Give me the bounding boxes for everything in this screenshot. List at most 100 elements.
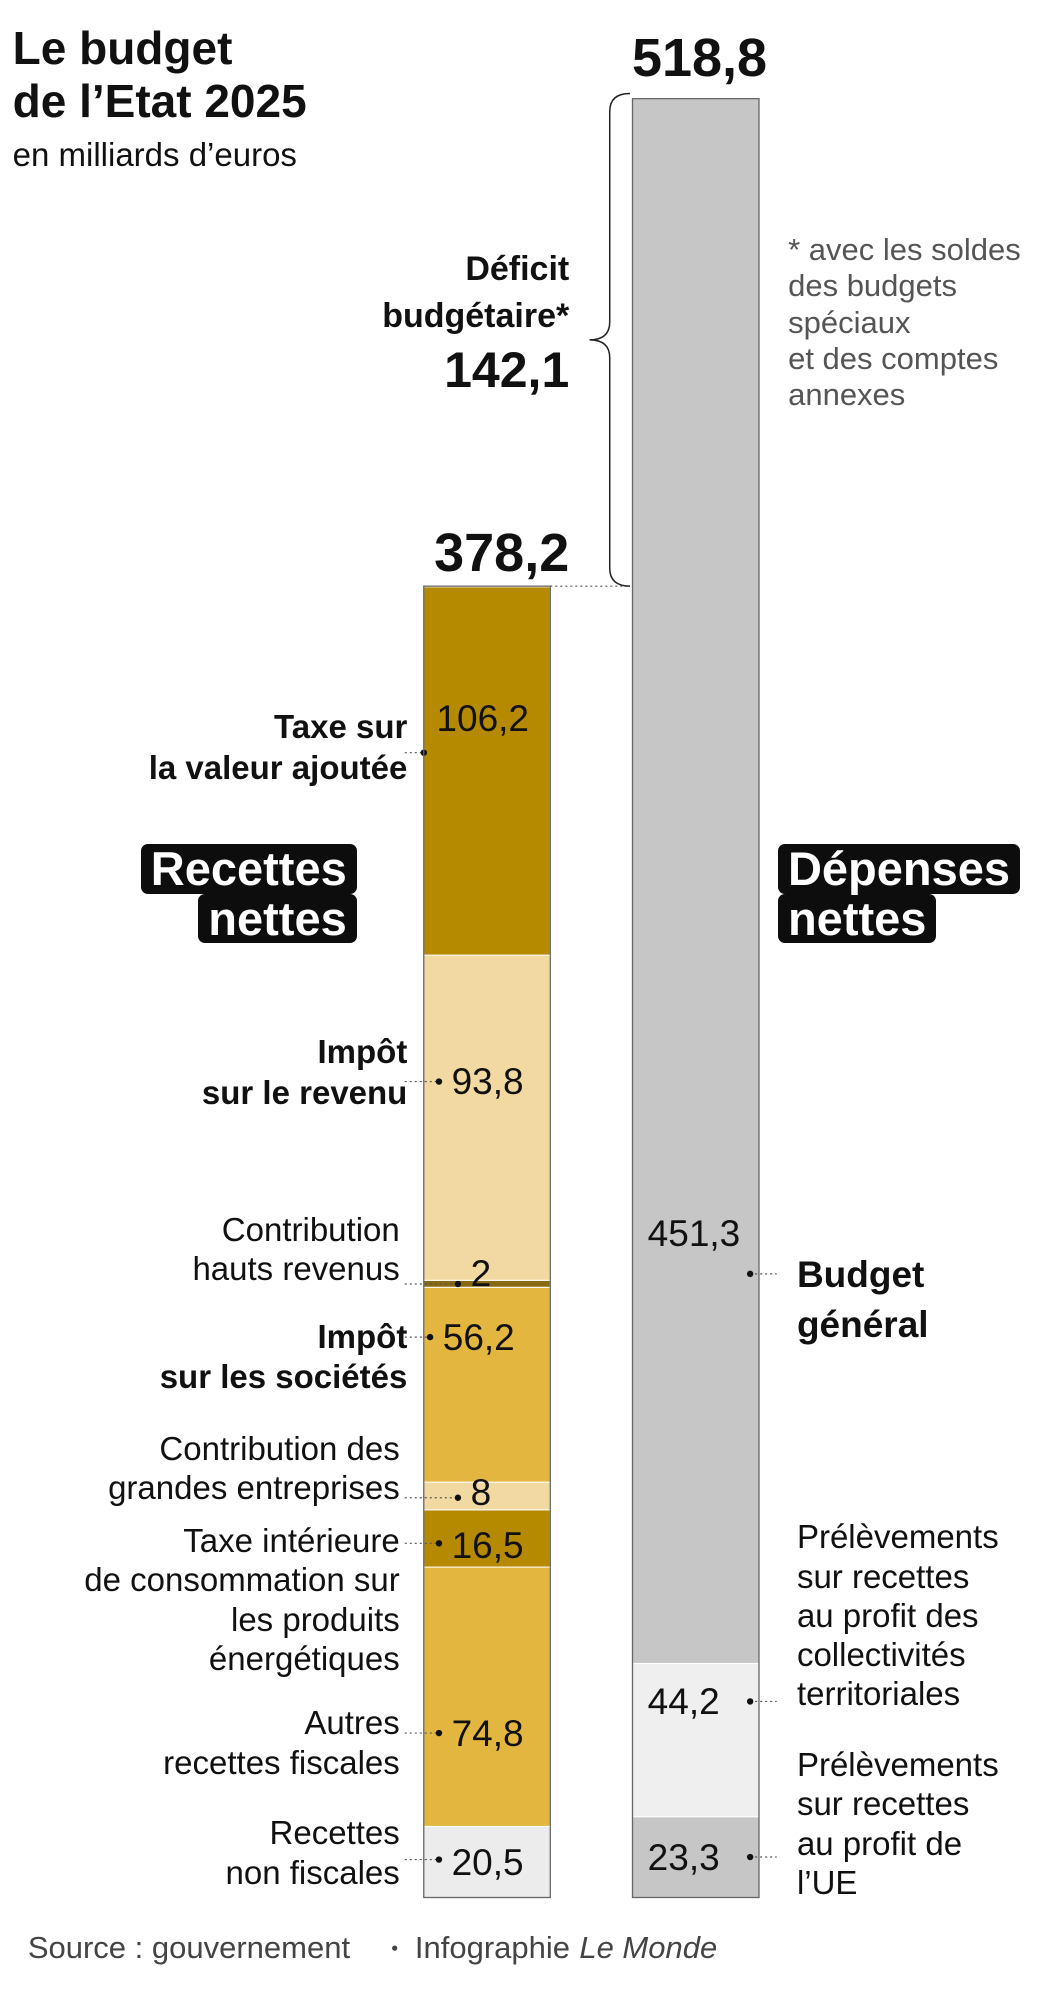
note-line: et des comptes — [788, 340, 999, 376]
subtitle: en milliards d’euros — [13, 133, 297, 176]
value-label-line: 20,5 — [451, 1841, 524, 1883]
credit-name: Le Monde — [579, 1929, 718, 1965]
deficit-label-line: Déficit — [465, 250, 570, 289]
value-label-line: 16,5 — [451, 1525, 524, 1567]
bar-segment — [423, 1566, 551, 1827]
value-label-line: 93,8 — [451, 1061, 524, 1103]
value-label: 74,8 — [452, 1712, 524, 1755]
segment-label: Prélèvements sur recettes au profit de l’UE — [797, 1745, 999, 1902]
value-label-line: 106,2 — [436, 698, 530, 739]
segment-label: Taxe sur la valeur ajoutée — [149, 707, 408, 788]
total-label: 518,8 — [632, 28, 767, 89]
segment-label-line: Prélèvements — [796, 1746, 999, 1784]
segment-label-line: Recettes — [269, 1814, 400, 1852]
leader-dot — [435, 1856, 443, 1863]
credit: Infographie Le Monde — [415, 1928, 717, 1968]
segment-label-line: sur le revenu — [201, 1073, 408, 1111]
bar-segment — [632, 1816, 760, 1899]
bar-segment — [423, 1825, 551, 1898]
title-line: Le budget — [12, 21, 233, 74]
leader-dot — [454, 1280, 462, 1288]
note-line: annexes — [788, 376, 906, 412]
bar-segment — [632, 98, 760, 1664]
segment-label: Contribution hauts revenus — [192, 1210, 399, 1288]
value-label-line: 56,2 — [442, 1316, 515, 1358]
column-name-line: Dépenses — [777, 844, 1021, 894]
total-label: 378,2 — [434, 523, 569, 584]
column-name-line: Recettes — [140, 844, 357, 894]
separator — [392, 1945, 398, 1951]
leader-dot — [746, 1698, 754, 1705]
credit-line: Infographie — [414, 1929, 571, 1965]
deficit-brace — [589, 92, 630, 587]
segment-label: Taxe intérieure de consommation sur les pr… — [84, 1521, 399, 1678]
value-label: 106,2 — [436, 697, 529, 740]
segment-label: Autres recettes fiscales — [163, 1703, 400, 1781]
title: Le budget de l’Etat 2025 — [13, 22, 307, 128]
segment-label: Impôt sur le revenu — [202, 1032, 407, 1113]
bar-outline — [631, 98, 760, 1899]
source-line: Source : gouvernement — [27, 1929, 351, 1965]
column-name-line: nettes — [198, 893, 357, 943]
segment-label-line: général — [796, 1304, 929, 1346]
total-label-line: 378,2 — [434, 522, 570, 583]
bar-segment — [423, 954, 551, 1281]
value-label-line: 74,8 — [451, 1712, 524, 1754]
segment-label-line: au profit des — [796, 1596, 979, 1634]
segment-label-line: énergétiques — [208, 1639, 400, 1677]
value-label: 20,5 — [452, 1841, 524, 1884]
note-line: * avec les soldes — [788, 232, 1021, 268]
value-label: 2 — [471, 1252, 492, 1295]
value-label: 16,5 — [452, 1524, 524, 1567]
value-label-line: 44,2 — [647, 1680, 720, 1722]
segment-label: Impôt sur les sociétés — [160, 1317, 408, 1398]
value-label: 56,2 — [443, 1316, 515, 1359]
leader-dot — [746, 1853, 754, 1861]
column-name-line: nettes — [777, 893, 937, 943]
segment-label-line: Taxe intérieure — [183, 1522, 400, 1560]
column-name: Dépenses nettes — [777, 844, 1021, 943]
deficit-value: 142,1 — [444, 341, 570, 399]
note-line: spéciaux — [788, 304, 911, 340]
value-label: 44,2 — [648, 1680, 720, 1723]
value-label: 8 — [471, 1471, 492, 1514]
deficit-label: Déficit budgétaire* — [382, 246, 569, 340]
segment-label-line: Impôt — [317, 1033, 408, 1071]
source: Source : gouvernement — [28, 1928, 350, 1968]
note: * avec les soldes des budgets spéciaux et d… — [788, 232, 1021, 412]
subtitle-line: en milliards d’euros — [12, 135, 297, 173]
segment-label-line: Prélèvements — [796, 1518, 999, 1556]
segment-label-line: recettes fiscales — [163, 1743, 400, 1781]
segment-label-line: grandes entreprises — [108, 1469, 400, 1507]
segment-label-line: Taxe sur — [274, 708, 408, 746]
segment-label-line: territoriales — [796, 1675, 961, 1713]
segment-label-line: les produits — [230, 1600, 400, 1638]
segment-label: Budget général — [797, 1250, 929, 1351]
bar-segment — [423, 586, 551, 956]
segment-label-line: au profit de — [796, 1824, 963, 1862]
segment-label-line: Impôt — [317, 1317, 408, 1355]
segment-label: Contribution des grandes entreprises — [108, 1429, 400, 1507]
value-label: 93,8 — [452, 1060, 524, 1103]
bar-outline — [423, 585, 551, 1899]
deficit-label-line: budgétaire* — [382, 296, 570, 335]
leader-dot — [435, 1540, 443, 1547]
deficit-value-line: 142,1 — [444, 341, 570, 398]
segment-label-line: non fiscales — [225, 1853, 400, 1891]
segment-label-line: collectivités — [796, 1636, 966, 1674]
segment-label-line: la valeur ajoutée — [148, 748, 408, 786]
segment-label-line: hauts revenus — [192, 1250, 400, 1288]
value-label-line: 451,3 — [647, 1212, 741, 1254]
segment-label-line: Autres — [304, 1704, 400, 1742]
segment-label-line: Contribution des — [159, 1429, 400, 1467]
segment-label-line: Contribution — [221, 1210, 400, 1248]
segment-label-line: de consommation sur — [84, 1561, 400, 1599]
value-label: 451,3 — [648, 1212, 741, 1255]
segment-label: Prélèvements sur recettes au profit des col… — [797, 1517, 999, 1713]
segment-label-line: l’UE — [796, 1863, 858, 1901]
segment-label-line: sur les sociétés — [159, 1358, 408, 1396]
leader-dot — [454, 1494, 462, 1501]
title-line: de l’Etat 2025 — [12, 74, 307, 127]
note-line: des budgets — [788, 268, 958, 304]
